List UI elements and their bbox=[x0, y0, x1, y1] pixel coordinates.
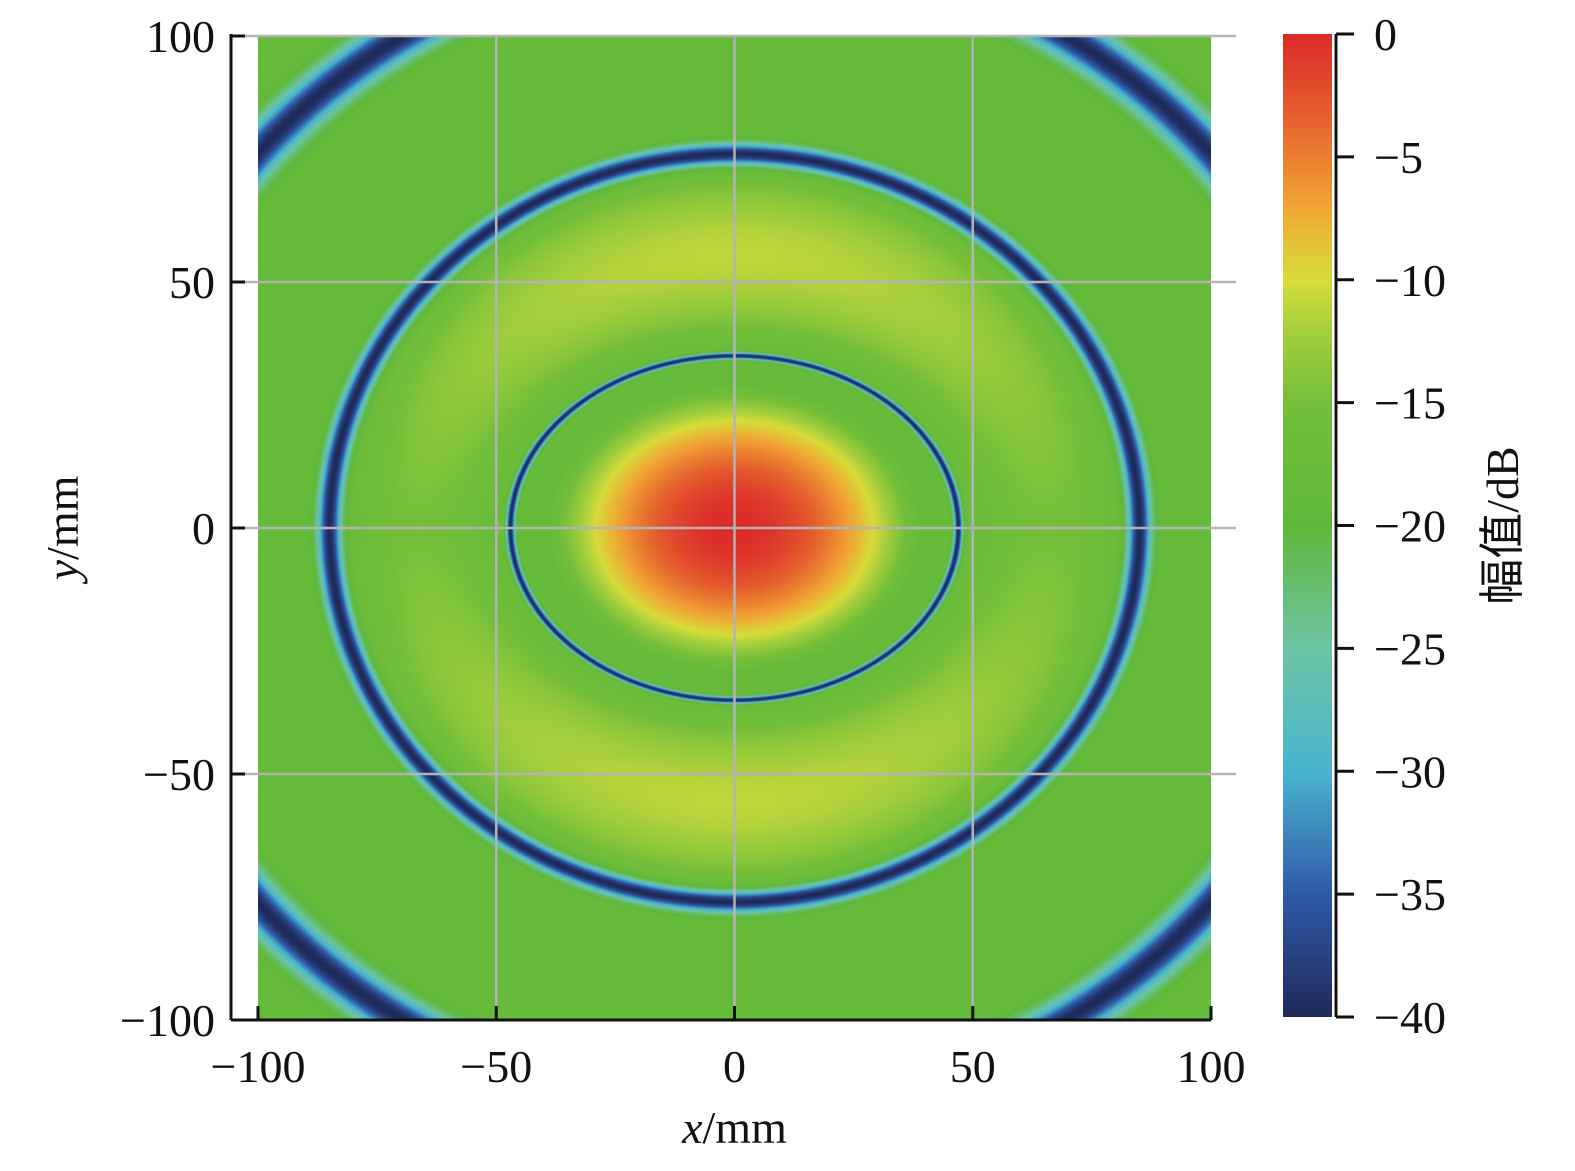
y-tick-label: 50 bbox=[169, 257, 215, 308]
y-tick-label: −100 bbox=[120, 995, 215, 1046]
colorbar-gradient bbox=[1283, 34, 1332, 1017]
colorbar-tick-label: −40 bbox=[1374, 992, 1446, 1043]
x-tick-label: −100 bbox=[211, 1041, 306, 1092]
colorbar-tick-label: 0 bbox=[1374, 9, 1397, 60]
colorbar-tick-label: −35 bbox=[1374, 869, 1446, 920]
colorbar-label: 幅值/dB bbox=[1477, 446, 1528, 604]
colorbar-tick-label: −5 bbox=[1374, 132, 1423, 183]
x-tick-label: 100 bbox=[1177, 1041, 1246, 1092]
colorbar-tick-label: −15 bbox=[1374, 378, 1446, 429]
x-tick-label: 50 bbox=[950, 1041, 996, 1092]
x-tick-label: 0 bbox=[723, 1041, 746, 1092]
colorbar-tick-label: −25 bbox=[1374, 623, 1446, 674]
colorbar-tick-label: −10 bbox=[1374, 255, 1446, 306]
y-tick-label: −50 bbox=[143, 749, 215, 800]
y-axis-title: y/mm bbox=[37, 475, 88, 584]
colorbar-tick-label: −20 bbox=[1374, 501, 1446, 552]
x-tick-label: −50 bbox=[460, 1041, 532, 1092]
y-tick-label: 0 bbox=[192, 503, 215, 554]
x-axis-title: x/mm bbox=[681, 1102, 787, 1153]
colorbar-tick-label: −30 bbox=[1374, 746, 1446, 797]
y-tick-label: 100 bbox=[146, 11, 215, 62]
